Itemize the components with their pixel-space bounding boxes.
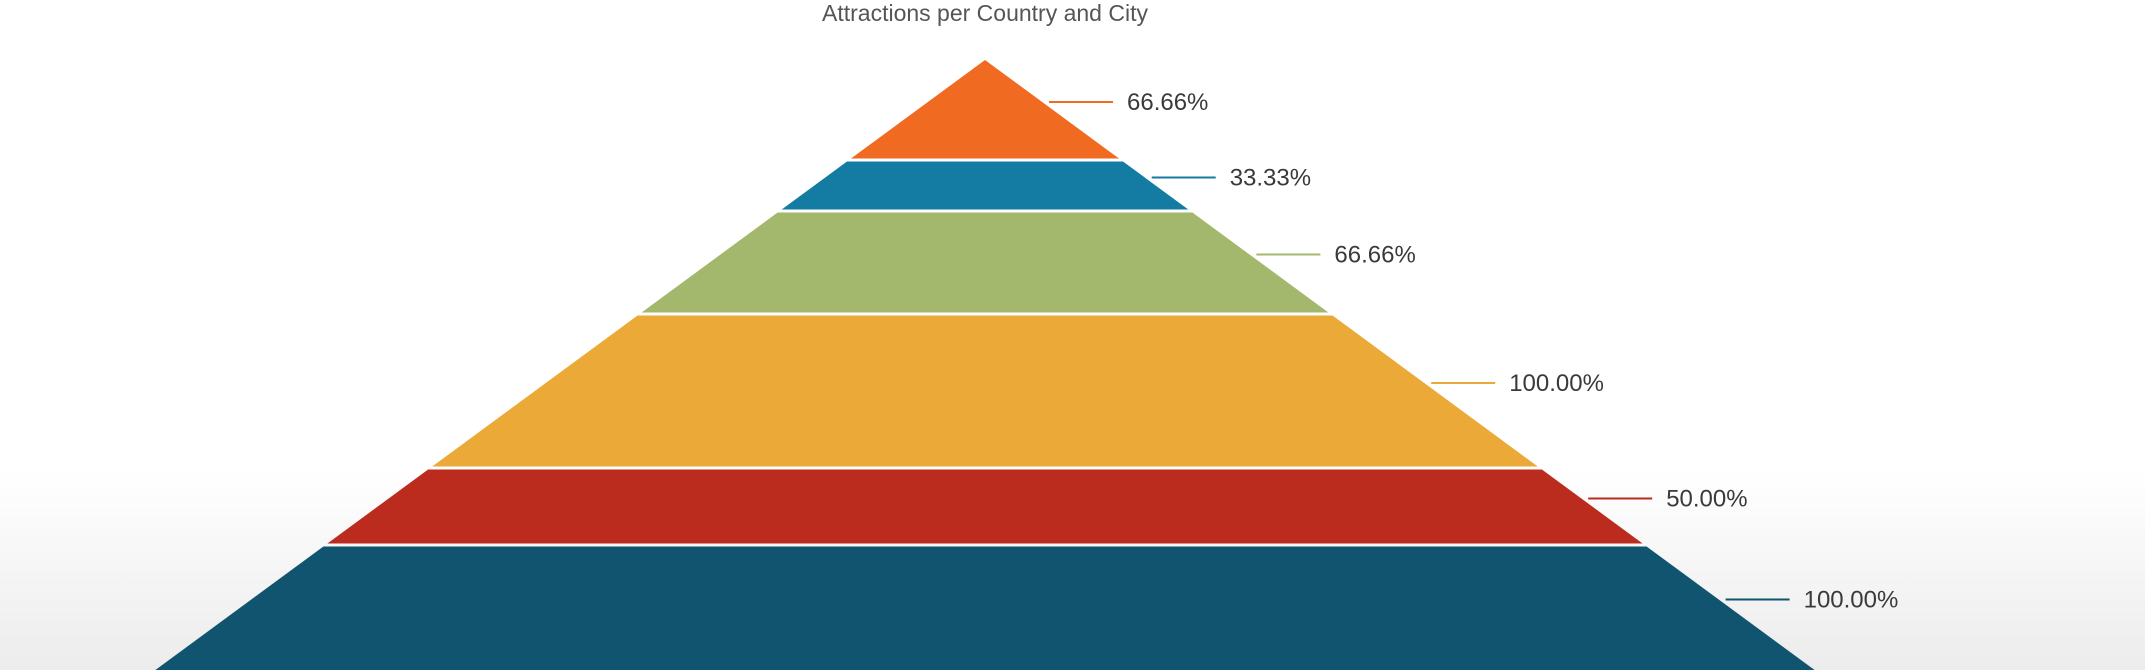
pyramid-segment-1[interactable] bbox=[851, 60, 1119, 159]
segment-label-1: 66.66% bbox=[1127, 89, 1208, 116]
segment-label-6: 100.00% bbox=[1804, 587, 1899, 614]
pyramid-segment-3[interactable] bbox=[641, 212, 1329, 313]
pyramid-segment-2[interactable] bbox=[781, 161, 1189, 210]
chart-title: Attractions per Country and City bbox=[822, 0, 1148, 26]
pyramid-segment-6[interactable] bbox=[155, 546, 1815, 670]
segment-label-4: 100.00% bbox=[1509, 370, 1604, 397]
segment-label-2: 33.33% bbox=[1230, 165, 1311, 192]
pyramid-segment-5[interactable] bbox=[327, 469, 1643, 544]
segment-label-5: 50.00% bbox=[1666, 486, 1747, 513]
pyramid-segment-4[interactable] bbox=[432, 315, 1538, 467]
segment-label-3: 66.66% bbox=[1334, 242, 1415, 269]
